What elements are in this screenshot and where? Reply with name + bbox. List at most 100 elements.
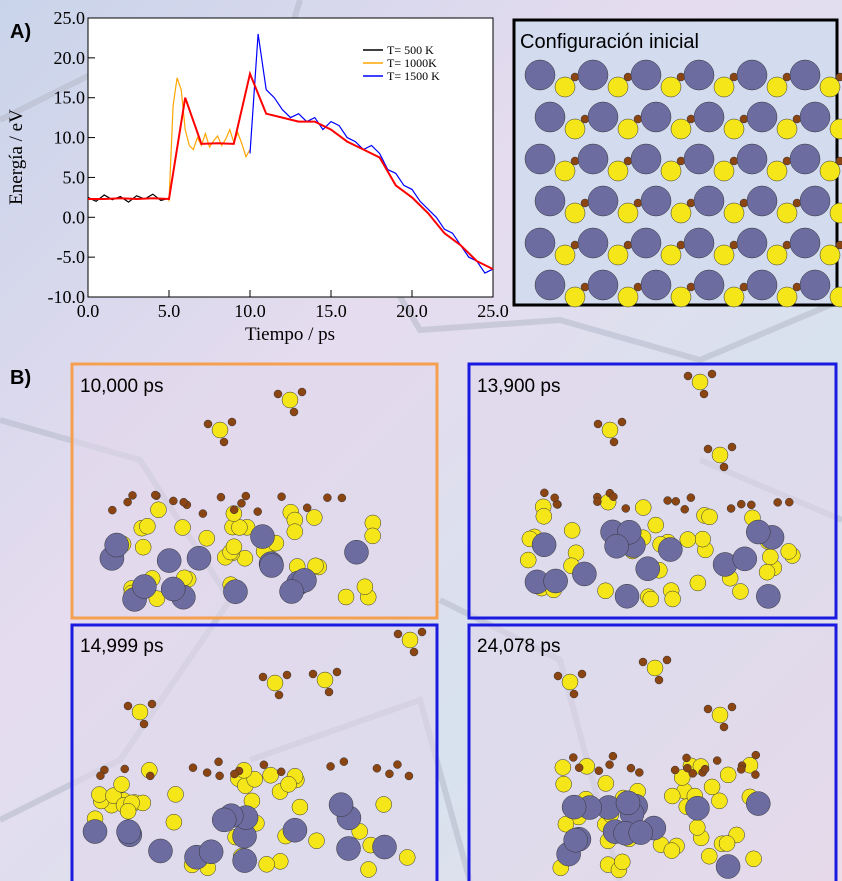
atom xyxy=(687,494,695,502)
atom xyxy=(303,504,311,512)
x-axis-label: Tiempo / ps xyxy=(245,324,335,345)
atom xyxy=(535,270,565,300)
x-tick-label: 10.0 xyxy=(234,301,266,321)
snapshot-label: 10,000 ps xyxy=(80,376,163,397)
atom xyxy=(168,786,184,802)
atom xyxy=(578,228,608,258)
atom xyxy=(664,788,680,804)
atom xyxy=(711,793,727,809)
x-tick-label: 15.0 xyxy=(315,301,347,321)
snapshot-label: 24,078 ps xyxy=(477,636,560,657)
atom xyxy=(647,660,663,676)
atom xyxy=(277,768,285,776)
atom xyxy=(327,762,335,770)
snapshot-label: 14,999 ps xyxy=(80,636,163,657)
atom xyxy=(532,533,556,557)
atom xyxy=(836,73,842,81)
atom xyxy=(337,837,361,861)
atom xyxy=(555,759,571,775)
atom xyxy=(800,186,830,216)
atom xyxy=(323,494,331,502)
atom xyxy=(762,549,778,565)
atom xyxy=(280,580,304,604)
atom xyxy=(588,102,618,132)
atom xyxy=(535,102,565,132)
panel-label: A) xyxy=(10,21,31,43)
panel-label: B) xyxy=(10,367,31,389)
atom xyxy=(260,761,268,769)
atom xyxy=(231,519,247,535)
atom xyxy=(578,144,608,174)
atom xyxy=(605,534,629,558)
atom xyxy=(737,765,745,773)
atom xyxy=(694,102,724,132)
atom xyxy=(570,690,578,698)
atom xyxy=(83,820,107,844)
atom xyxy=(554,672,562,680)
atom xyxy=(800,102,830,132)
atom xyxy=(361,861,377,877)
atom xyxy=(124,498,132,506)
atom xyxy=(290,408,298,416)
atom xyxy=(203,769,211,777)
atom xyxy=(525,60,555,90)
atom xyxy=(716,855,740,879)
snapshot-label: 13,900 ps xyxy=(477,376,560,397)
atom xyxy=(281,776,297,792)
atom xyxy=(216,772,224,780)
atom xyxy=(664,497,672,505)
atom xyxy=(283,818,307,842)
atom xyxy=(329,793,353,817)
atom xyxy=(704,705,712,713)
atom xyxy=(338,494,346,502)
atom xyxy=(704,445,712,453)
atom xyxy=(132,575,156,599)
atom xyxy=(357,579,373,595)
atom xyxy=(836,241,842,249)
atom xyxy=(616,791,640,815)
atom xyxy=(230,770,238,778)
atom xyxy=(759,564,775,580)
atom xyxy=(602,422,618,438)
atom xyxy=(223,580,247,604)
figure: A) B) 0.05.010.015.020.025.0-10.0-5.00.0… xyxy=(0,0,842,881)
atom xyxy=(275,691,283,699)
atom xyxy=(643,591,659,607)
atom xyxy=(333,668,341,676)
atom xyxy=(609,752,617,760)
atom xyxy=(728,443,736,451)
atom xyxy=(175,519,191,535)
atom xyxy=(91,787,107,803)
atom xyxy=(595,767,603,775)
atom xyxy=(648,517,664,533)
atom xyxy=(117,820,141,844)
atom xyxy=(737,144,767,174)
legend-label: T= 500 K xyxy=(387,43,434,57)
atom xyxy=(544,569,568,593)
atom xyxy=(578,670,586,678)
atom xyxy=(751,771,759,779)
atom xyxy=(610,438,618,446)
atom xyxy=(609,493,617,501)
atom xyxy=(187,546,211,570)
atom xyxy=(631,60,661,90)
atom xyxy=(148,700,156,708)
atom xyxy=(704,779,720,795)
y-tick-label: 0.0 xyxy=(63,207,86,227)
atom xyxy=(800,270,830,300)
atom xyxy=(593,498,601,506)
atom xyxy=(685,796,709,820)
atom xyxy=(96,772,104,780)
atom xyxy=(128,491,136,499)
atom xyxy=(146,772,154,780)
atom xyxy=(410,648,418,656)
atom xyxy=(139,518,155,534)
atom xyxy=(641,270,671,300)
atom xyxy=(525,228,555,258)
atom xyxy=(394,630,402,638)
atom xyxy=(228,418,236,426)
atom xyxy=(564,828,588,852)
y-tick-label: 25.0 xyxy=(54,8,86,28)
atom xyxy=(204,420,212,428)
atom xyxy=(728,703,736,711)
